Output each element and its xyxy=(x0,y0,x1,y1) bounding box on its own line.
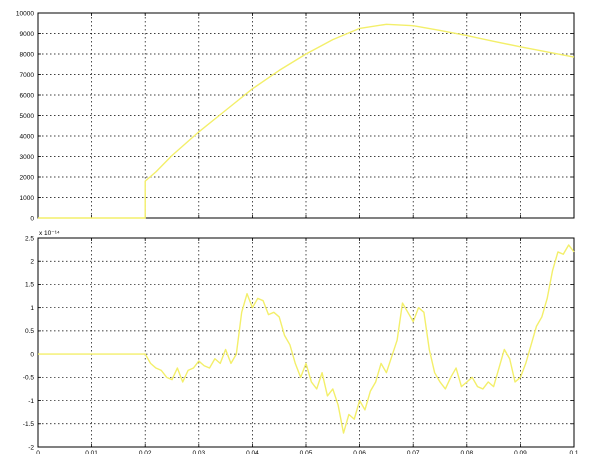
x-tick-label: 0.1 xyxy=(569,450,578,454)
y-tick-label: 2.5 xyxy=(25,235,34,242)
y-tick-label: 1 xyxy=(30,305,34,312)
x-tick-label: 0.01 xyxy=(85,450,98,454)
y-tick-label: 2000 xyxy=(20,174,35,181)
series-line xyxy=(38,244,575,434)
y-tick-label: 8000 xyxy=(20,51,35,58)
y-tick-label: 9000 xyxy=(20,31,35,38)
bottom-chart: 0 0.01 0.02 0.03 0.04 0.05 0.06 0.07 0.08 0.09 0.1… xyxy=(23,230,579,454)
series-line xyxy=(38,23,575,219)
x-tick-label: 0.05 xyxy=(300,450,313,454)
y-tick-label: 1000 xyxy=(20,195,35,202)
y-tick-label: -1 xyxy=(28,398,34,405)
y-tick-label: 7000 xyxy=(20,72,35,79)
x-tick-label: 0.08 xyxy=(460,450,473,454)
y-tick-label: 6000 xyxy=(20,92,35,99)
y-tick-label: 10000 xyxy=(16,10,34,17)
y-tick-label: 0 xyxy=(30,351,34,358)
x-tick-label: 0.04 xyxy=(246,450,259,454)
x-tick-label: 0 xyxy=(36,450,40,454)
y-exponent-label: x 10⁻¹⁴ xyxy=(39,230,60,237)
y-tick-label: -1.5 xyxy=(23,421,35,428)
top-chart: 0 1000 2000 3000 4000 5000 6000 7000 8000 9000 100… xyxy=(16,10,575,222)
y-tick-label: -0.5 xyxy=(23,375,35,382)
x-tick-label: 0.09 xyxy=(514,450,527,454)
y-tick-label: 0.5 xyxy=(25,328,34,335)
x-tick-label: 0.03 xyxy=(192,450,205,454)
x-tick-label: 0.02 xyxy=(139,450,152,454)
y-tick-label: 0 xyxy=(30,215,34,222)
y-tick-label: 1.5 xyxy=(25,282,34,289)
x-tick-label: 0.07 xyxy=(407,450,420,454)
x-tick-label: 0.06 xyxy=(353,450,366,454)
y-tick-label: 4000 xyxy=(20,133,35,140)
y-tick-label: -2 xyxy=(28,444,34,451)
y-tick-label: 5000 xyxy=(20,113,35,120)
y-tick-label: 2 xyxy=(30,259,34,266)
y-tick-label: 3000 xyxy=(20,154,35,161)
